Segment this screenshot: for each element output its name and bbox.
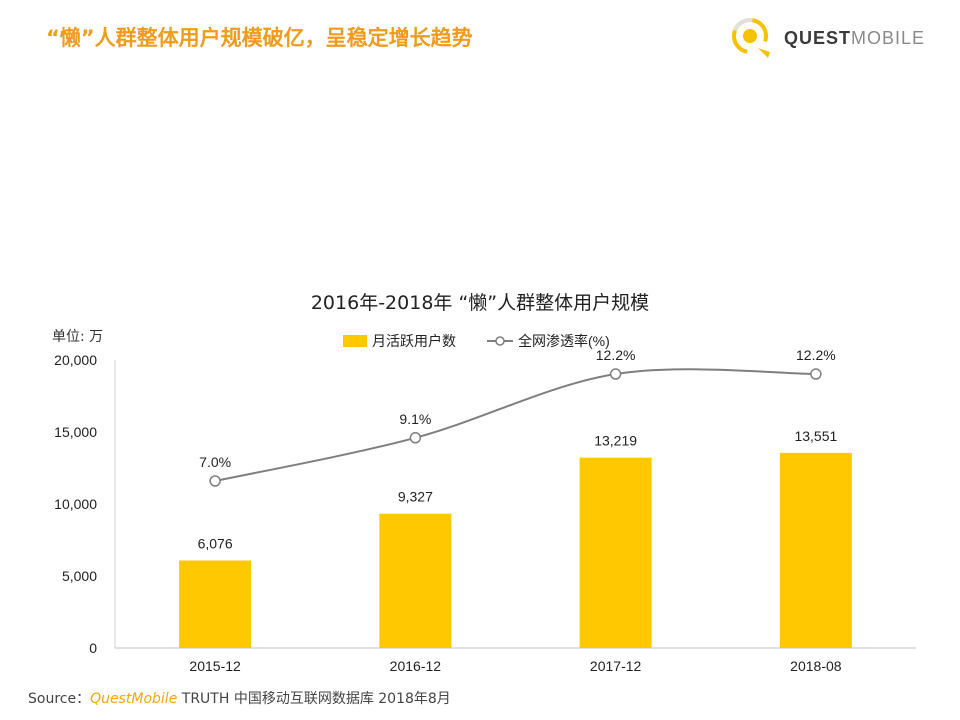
- questmobile-logo-icon: [732, 18, 770, 58]
- line-series-path: [214, 368, 816, 482]
- line-value-label: 12.2%: [796, 347, 836, 363]
- source-brand: QuestMobile: [90, 691, 178, 707]
- y-tick-label: 15,000: [54, 424, 97, 440]
- brand-secondary: MOBILE: [851, 27, 926, 48]
- brand-primary: QUEST: [784, 27, 852, 48]
- line-marker: [209, 475, 221, 487]
- data-labels: 6,076 9,327 13,219 13,551 7.0% 9.1% 12.2% 12.2%: [198, 347, 838, 551]
- x-tick-label: 2018-08: [790, 658, 842, 674]
- penetration-line: [209, 368, 822, 487]
- legend-bar-swatch: [343, 335, 367, 347]
- line-marker: [609, 368, 622, 380]
- brand-wordmark: QUESTMOBILE: [784, 28, 925, 49]
- bar-value-label: 6,076: [198, 536, 233, 552]
- legend-line-marker: [495, 336, 505, 346]
- bar: [379, 513, 452, 648]
- bar: [179, 560, 252, 648]
- source-rest: TRUTH 中国移动互联网数据库 2018年8月: [181, 691, 451, 707]
- chart-title: 2016年-2018年 “懒”人群整体用户规模: [310, 292, 650, 314]
- unit-label: 单位: 万: [52, 329, 104, 345]
- x-tick-label: 2015-12: [189, 658, 241, 674]
- y-tick-label: 20,000: [54, 352, 97, 368]
- questmobile-logo: QUESTMOBILE: [728, 14, 925, 62]
- bar: [779, 452, 852, 648]
- x-tick-label: 2017-12: [590, 658, 642, 674]
- page-headline: “懒”人群整体用户规模破亿，呈稳定增长趋势: [46, 26, 473, 50]
- line-marker: [810, 368, 822, 380]
- y-tick-label: 0: [89, 640, 97, 656]
- line-marker: [409, 432, 422, 444]
- legend-line-label: 全网渗透率(%): [518, 333, 610, 349]
- line-value-label: 12.2%: [596, 347, 636, 363]
- bars: [179, 452, 852, 648]
- source-prefix: Source：: [28, 691, 91, 707]
- legend-bar-label: 月活跃用户数: [372, 333, 456, 349]
- bar-value-label: 13,219: [594, 433, 637, 449]
- x-tick-label: 2016-12: [390, 658, 442, 674]
- source-note: Source：QuestMobile TRUTH 中国移动互联网数据库 2018…: [28, 688, 451, 708]
- bar-value-label: 13,551: [794, 428, 837, 444]
- y-tick-label: 5,000: [62, 568, 97, 584]
- y-tick-label: 10,000: [54, 496, 97, 512]
- line-value-label: 7.0%: [199, 454, 231, 470]
- bar-value-label: 9,327: [398, 489, 433, 505]
- axes: 0 5,000 10,000 15,000 20,000 2015-12 2016-12 20…: [54, 352, 916, 674]
- legend: 月活跃用户数 全网渗透率(%): [343, 333, 610, 349]
- line-value-label: 9.1%: [399, 411, 431, 427]
- bar: [579, 457, 652, 648]
